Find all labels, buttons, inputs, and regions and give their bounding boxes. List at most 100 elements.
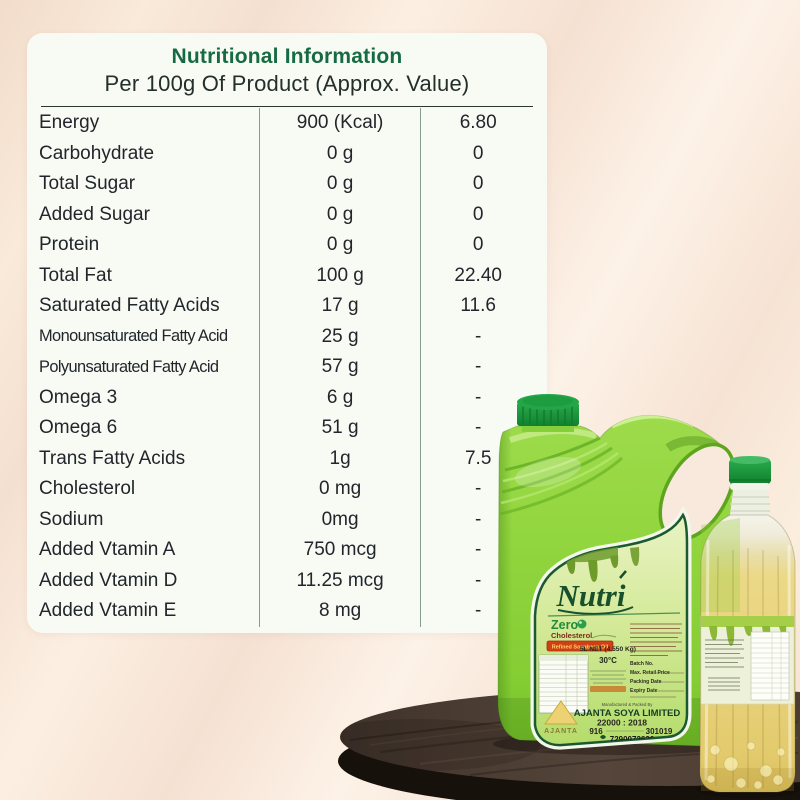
made-by-text: Manufactured & Packed By	[602, 702, 654, 707]
nutrient-label: Total Sugar	[39, 173, 136, 195]
variant-band	[546, 640, 614, 652]
nutrient-amount: 25 g	[258, 321, 421, 352]
droplet-icon	[577, 619, 587, 629]
batch-label: Batch No.	[630, 661, 654, 667]
storage-temp-text: 30°C	[599, 656, 617, 665]
nutrient-amount: 0 g	[258, 169, 421, 200]
brand-accent	[619, 570, 627, 579]
nutrient-label: Sodium	[39, 508, 104, 530]
nutrition-row: Omega 6 51 g-	[39, 413, 535, 444]
zero-text: Zero	[551, 618, 578, 632]
nutrient-amount: 0 g	[258, 199, 421, 230]
oil-bubbles	[701, 741, 794, 791]
nutrient-label: Added Vtamin A	[39, 539, 176, 561]
nutrient-label: Polyunsaturated Fatty Acid	[39, 357, 219, 376]
droplet-highlight	[579, 621, 582, 624]
cholesterol-text: Cholesterol	[551, 631, 592, 640]
nutrient-amount: 100 g	[258, 260, 421, 291]
nutrient-label: Added Vtamin E	[39, 600, 177, 622]
code-right-text: 301019	[646, 727, 673, 736]
nutrition-row: Monounsaturated Fatty Acid 25 g-	[39, 321, 535, 352]
nutrient-amount: 57 g	[258, 352, 421, 383]
nutrient-amount: 0 mg	[258, 474, 421, 505]
bottle-label-text-lines	[705, 639, 744, 691]
card-title: Nutritional Information	[171, 45, 403, 68]
phone-number-text: 7290072626	[610, 735, 655, 744]
nutrient-label: Omega 3	[39, 386, 118, 408]
nutrition-row: Trans Fatty Acids 1g 7.5	[39, 443, 535, 474]
nutrient-label: Added Sugar	[39, 203, 150, 225]
nutrient-label: Monounsaturated Fatty Acid	[39, 327, 228, 346]
nutrient-value: -	[420, 321, 535, 352]
address-bar	[590, 686, 626, 692]
packing-date-label: Packing Date	[630, 679, 662, 685]
card-subtitle: Per 100g Of Product (Approx. Value)	[104, 71, 470, 96]
can-seen-through	[701, 518, 740, 612]
nutrient-label: Carbohydrate	[39, 142, 155, 164]
neck-ridges	[730, 496, 770, 512]
nutrient-label: Added Vtamin D	[39, 569, 178, 591]
nutrient-amount: 750 mcg	[258, 535, 421, 566]
can-label: Nutri Zero Cholesterol Refined Soyabean …	[530, 506, 692, 750]
oil-bottle	[699, 456, 796, 793]
nutrient-amount: 0 g	[258, 230, 421, 261]
nutrient-value: 0	[420, 169, 535, 200]
phone-icon	[600, 735, 606, 739]
nutrient-label: Omega 6	[39, 417, 118, 439]
nutrition-row: Omega 3 6 g-	[39, 382, 535, 413]
nutrient-label: Cholesterol	[39, 478, 136, 500]
nutrient-amount: 51 g	[258, 413, 421, 444]
manufacturer-text: AJANTA SOYA LIMITED	[574, 708, 681, 719]
nutrient-value: 6.80	[420, 108, 535, 139]
nutrient-amount: 900 (Kcal)	[258, 108, 421, 139]
nutrient-amount: 11.25 mcg	[258, 565, 421, 596]
brand-text: Nutri	[556, 578, 626, 613]
bottle-cap	[729, 456, 771, 484]
nutrient-value: 0	[420, 138, 535, 169]
nutrition-row: Added Vtamin A 750 mcg -	[39, 535, 535, 566]
pyramid-logo	[544, 700, 578, 725]
nutrient-amount: 17 g	[258, 291, 421, 322]
nutrition-row: Sodium 0mg -	[39, 504, 535, 535]
nutrient-amount: 6 g	[258, 382, 421, 413]
bottle-collar	[730, 483, 770, 490]
nutrient-label: Protein	[39, 234, 100, 256]
expiry-date-label: Expiry Date	[630, 688, 658, 694]
oil-can: Nutri Zero Cholesterol Refined Soyabean …	[497, 394, 748, 750]
variant-band-text: Refined Soyabean Oil	[552, 645, 609, 651]
nutrition-row: Energy 900 (Kcal) 6.80	[39, 108, 535, 139]
code-left-text: 916	[589, 727, 603, 736]
detail-lines	[630, 672, 684, 698]
nutrient-value: 0	[420, 230, 535, 261]
header-divider	[41, 106, 533, 107]
nutrient-amount: 0 g	[258, 138, 421, 169]
nutrient-amount: 1g	[258, 443, 421, 474]
mini-nutrition-table	[538, 654, 589, 714]
nutrient-value: 11.6	[420, 291, 535, 322]
nutrient-label: Saturated Fatty Acids	[39, 295, 220, 317]
nutrient-amount: 0mg	[258, 504, 421, 535]
brand-swoosh	[557, 606, 634, 615]
can-cap	[517, 394, 579, 432]
nutrient-value: 0	[420, 199, 535, 230]
mrp-label: Max. Retail Price	[630, 670, 670, 676]
nutrient-value: 22.40	[420, 260, 535, 291]
net-quantity-text: 5L NET (4.550 Kg)	[580, 646, 636, 653]
nutrition-row: Total Fat 100 g 22.40	[39, 260, 535, 291]
nutrition-row: Polyunsaturated Fatty Acid 57 g-	[39, 352, 535, 383]
nutrient-value: -	[420, 352, 535, 383]
bottle-label-drip-band	[701, 616, 794, 627]
description-lines	[630, 623, 682, 656]
cert-number-text: 22000 : 2018	[597, 718, 647, 728]
nutrient-label: Energy	[39, 112, 100, 134]
bottle-label	[700, 615, 795, 705]
nutrient-label: Trans Fatty Acids	[39, 447, 186, 469]
nutrient-amount: 8 mg	[258, 596, 421, 627]
